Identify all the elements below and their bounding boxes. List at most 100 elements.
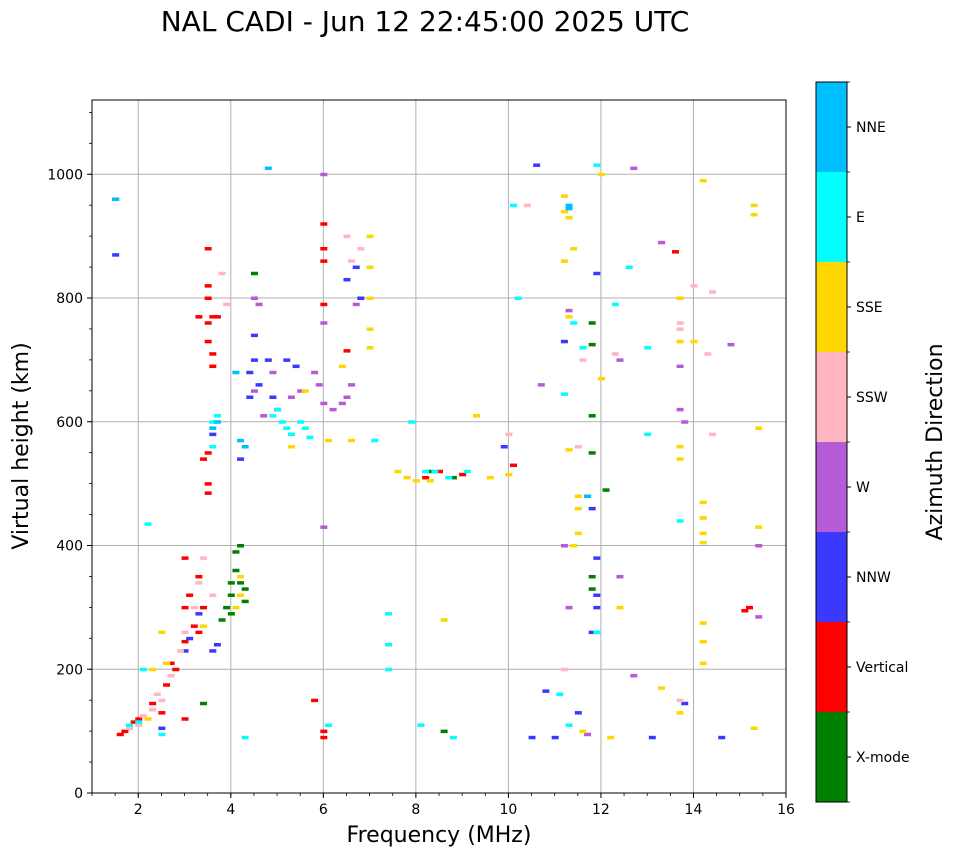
data-point-w bbox=[537, 383, 545, 387]
data-point-sse bbox=[574, 506, 582, 511]
data-point-sse bbox=[366, 234, 374, 239]
data-point-nnw bbox=[560, 339, 568, 344]
data-point-ssw bbox=[176, 649, 184, 653]
data-point-nnw bbox=[269, 395, 277, 399]
data-point-ssw bbox=[676, 698, 684, 703]
axis-ticks: 2 4 6 8 10 12 14 16 0 200 400 600 800 1000 bbox=[47, 111, 795, 818]
data-point-ssw bbox=[200, 556, 208, 560]
data-point-sse bbox=[403, 475, 411, 480]
data-point-sse bbox=[237, 574, 245, 579]
data-point-xmode bbox=[232, 550, 240, 554]
data-point-vertical bbox=[510, 463, 518, 468]
data-point-ssw bbox=[139, 714, 147, 718]
data-point-vertical bbox=[320, 735, 328, 740]
colorbar-tick-label: SSE bbox=[856, 300, 883, 316]
data-point-sse bbox=[690, 339, 698, 344]
data-point-nnw bbox=[533, 163, 541, 167]
data-point-vertical bbox=[195, 315, 203, 319]
data-point-nnw bbox=[343, 277, 351, 282]
data-point-vertical bbox=[343, 349, 351, 353]
data-point-sse bbox=[616, 605, 624, 610]
data-point-ssw bbox=[676, 321, 684, 325]
y-tick-label: 600 bbox=[56, 415, 83, 431]
data-point-e bbox=[560, 392, 568, 396]
data-point-sse bbox=[699, 531, 707, 536]
data-point-sse bbox=[676, 457, 684, 461]
data-point-w bbox=[320, 401, 328, 406]
x-tick-label: 6 bbox=[319, 802, 328, 818]
data-point-sse bbox=[149, 667, 157, 672]
data-point-vertical bbox=[671, 250, 679, 254]
data-point-sse bbox=[750, 212, 758, 217]
data-point-ssw bbox=[676, 327, 684, 331]
colorbar-tick-label: Vertical bbox=[856, 660, 908, 676]
data-point-w bbox=[630, 166, 638, 171]
data-point-sse bbox=[486, 475, 494, 480]
data-point-ssw bbox=[343, 234, 351, 239]
data-point-ssw bbox=[126, 726, 134, 731]
data-point-w bbox=[348, 383, 356, 387]
data-point-vertical bbox=[320, 247, 328, 251]
data-point-nnw bbox=[237, 457, 245, 461]
data-point-sse bbox=[366, 296, 374, 300]
data-point-nnw bbox=[246, 395, 254, 399]
data-point-w bbox=[338, 401, 346, 406]
data-point-xmode bbox=[588, 587, 596, 591]
data-point-w bbox=[616, 574, 624, 579]
data-point-e bbox=[611, 302, 619, 307]
data-point-nnw bbox=[357, 296, 365, 300]
colorbar-tick-label: SSW bbox=[856, 390, 888, 406]
y-tick-label: 1000 bbox=[47, 167, 83, 183]
data-point-nnw bbox=[209, 432, 217, 437]
data-point-e bbox=[283, 426, 291, 430]
data-point-sse bbox=[560, 194, 568, 198]
data-point-e bbox=[463, 469, 471, 474]
data-point-nnw bbox=[255, 383, 263, 387]
data-point-ssw bbox=[218, 271, 226, 276]
data-point-sse bbox=[750, 726, 758, 731]
grid-lines bbox=[92, 100, 786, 793]
data-point-sse bbox=[658, 686, 666, 690]
data-point-w bbox=[616, 358, 624, 362]
colorbar-tick-label: X-mode bbox=[856, 750, 910, 766]
data-point-vertical bbox=[200, 605, 208, 610]
data-point-nnw bbox=[593, 271, 601, 276]
data-point-e bbox=[139, 667, 147, 672]
data-point-xmode bbox=[602, 488, 610, 492]
data-point-sse bbox=[426, 479, 434, 483]
data-point-ssw bbox=[708, 432, 716, 437]
colorbar-tick-label: NNW bbox=[856, 570, 891, 586]
data-point-vertical bbox=[167, 661, 175, 666]
data-point-nnw bbox=[588, 506, 596, 511]
data-point-vertical bbox=[204, 451, 212, 455]
data-point-vertical bbox=[320, 222, 328, 226]
data-point-w bbox=[320, 525, 328, 529]
data-point-vertical bbox=[172, 667, 180, 672]
data-point-vertical bbox=[181, 605, 189, 610]
data-point-vertical bbox=[745, 605, 753, 610]
data-point-nnw bbox=[112, 253, 120, 257]
data-point-nnw bbox=[264, 358, 272, 362]
data-point-w bbox=[630, 673, 638, 678]
data-point-vertical bbox=[204, 247, 212, 251]
y-axis-label: Virtual height (km) bbox=[9, 342, 34, 549]
data-point-vertical bbox=[204, 296, 212, 300]
data-point-sse bbox=[560, 259, 568, 263]
data-point-e bbox=[209, 445, 217, 449]
data-point-e bbox=[274, 407, 282, 412]
chart-title: NAL CADI - Jun 12 22:45:00 2025 UTC bbox=[160, 5, 690, 38]
data-point-nnw bbox=[593, 556, 601, 560]
data-point-nnw bbox=[588, 630, 596, 635]
data-point-e bbox=[135, 720, 143, 724]
data-point-sse bbox=[699, 516, 707, 520]
data-point-ssw bbox=[167, 673, 175, 678]
data-point-e bbox=[126, 723, 134, 727]
data-point-vertical bbox=[204, 284, 212, 288]
data-point-e bbox=[445, 475, 453, 480]
data-point-w bbox=[352, 302, 360, 307]
data-point-ssw bbox=[348, 259, 356, 263]
data-point-sse bbox=[348, 438, 356, 443]
data-point-sse bbox=[565, 448, 573, 452]
data-point-vertical bbox=[195, 630, 203, 635]
